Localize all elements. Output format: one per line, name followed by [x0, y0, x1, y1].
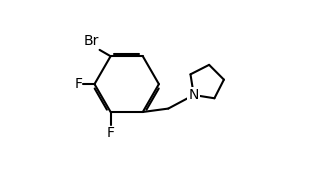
Text: Br: Br — [83, 34, 99, 48]
Text: N: N — [188, 88, 199, 102]
Text: F: F — [107, 126, 114, 140]
Text: F: F — [74, 77, 82, 91]
